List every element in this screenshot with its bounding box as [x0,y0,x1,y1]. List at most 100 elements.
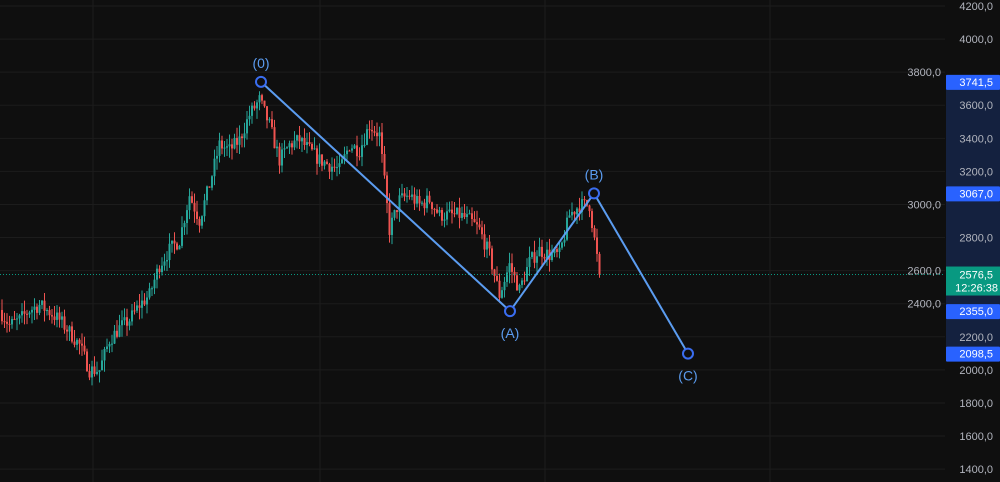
candle-body [133,310,136,312]
candle-body [33,306,36,310]
candle-body [106,346,108,350]
candle-body [6,321,8,324]
candle-body [351,148,353,151]
candle-body [248,115,251,120]
candle-body [181,227,183,246]
candle-body [43,300,46,311]
candle-body [316,148,318,164]
candle-body [28,312,31,315]
candle-body [188,196,191,211]
candle-body [121,320,123,326]
candle-body [556,249,558,252]
candle-body [563,239,566,243]
candle-body [86,351,88,372]
candle-body [1,310,3,322]
candle-body [578,208,581,213]
candle-body [501,290,503,298]
price-tick-label: 3800,0 [907,67,941,79]
bar-countdown-label: 12:26:38 [955,283,998,295]
wave-label: (0) [252,55,269,71]
candle-body [56,312,58,320]
candle-body [473,219,476,223]
candle-body [443,219,446,221]
candle-body [258,95,261,103]
candle-body [366,129,368,145]
candle-body [281,149,283,166]
candle-body [286,147,288,149]
candle-body [448,209,451,212]
candle-body [176,243,178,250]
candle-body [48,310,51,316]
candle-body [238,136,241,145]
candle-body [343,154,346,160]
candle-body [118,325,121,337]
candle-body [276,146,278,149]
elliott-wave[interactable]: (0) (A) (B) (C) [252,55,697,384]
wave-point-handle[interactable] [255,75,267,88]
candles [1,91,601,386]
price-axis[interactable]: 4200,0 4000,0 3800,0 3600,0 3400,0 3200,0 3000… [907,1,993,476]
candle-body [441,210,443,221]
candle-body [506,272,508,282]
candle-body [338,163,341,168]
candle-body [368,129,371,131]
candle-body [363,144,366,146]
candle-body [323,161,326,166]
candle-body [346,150,348,155]
candle-body [541,246,543,257]
candle-body [381,132,383,154]
candle-body [451,209,453,214]
candle-body [68,326,71,332]
candle-body [303,137,306,146]
candle-body [161,265,163,273]
price-badge-label: 2098,5 [959,349,993,361]
candle-body [356,145,358,157]
candle-body [163,261,166,266]
wave-point-handle[interactable] [682,347,694,360]
wave-point-handle[interactable] [504,305,516,318]
candle-body [433,208,436,210]
candle-body [333,166,336,168]
candle-body [378,132,381,137]
wave-label: (B) [585,166,604,182]
price-badge [946,304,1000,320]
candle-body [353,145,356,149]
candle-body [26,313,28,315]
candle-body [486,241,488,250]
candle-body [508,263,511,273]
candle-body [573,211,576,215]
current-price-label: 2576,5 [959,270,993,282]
candle-body [318,154,321,164]
candle-body [416,195,418,204]
candle-body [568,215,571,218]
candle-body [21,311,23,316]
candle-body [271,119,273,128]
candle-body [388,203,391,235]
candle-body [236,137,238,145]
candle-body [153,279,156,289]
candle-body [138,305,141,308]
price-tick-label: 2800,0 [959,233,993,245]
candle-body [253,105,256,109]
candle-body [331,166,333,172]
candle-body [591,211,593,229]
price-badge [946,74,1000,90]
candle-body [228,144,231,147]
candle-body [543,256,546,259]
candle-body [31,309,33,313]
candle-body [478,224,481,228]
wave-point-handle[interactable] [588,187,600,200]
candle-body [53,316,56,320]
candle-body [423,202,426,209]
candle-body [446,211,448,220]
price-tick-label: 3400,0 [959,133,993,145]
candle-body [256,102,258,109]
candle-body [341,159,343,164]
candle-body [198,218,201,226]
wave-line[interactable] [260,81,689,355]
price-badge-label: 3067,0 [959,188,993,200]
candle-body [226,146,228,148]
candle-body [558,247,561,252]
candle-body [13,319,16,321]
